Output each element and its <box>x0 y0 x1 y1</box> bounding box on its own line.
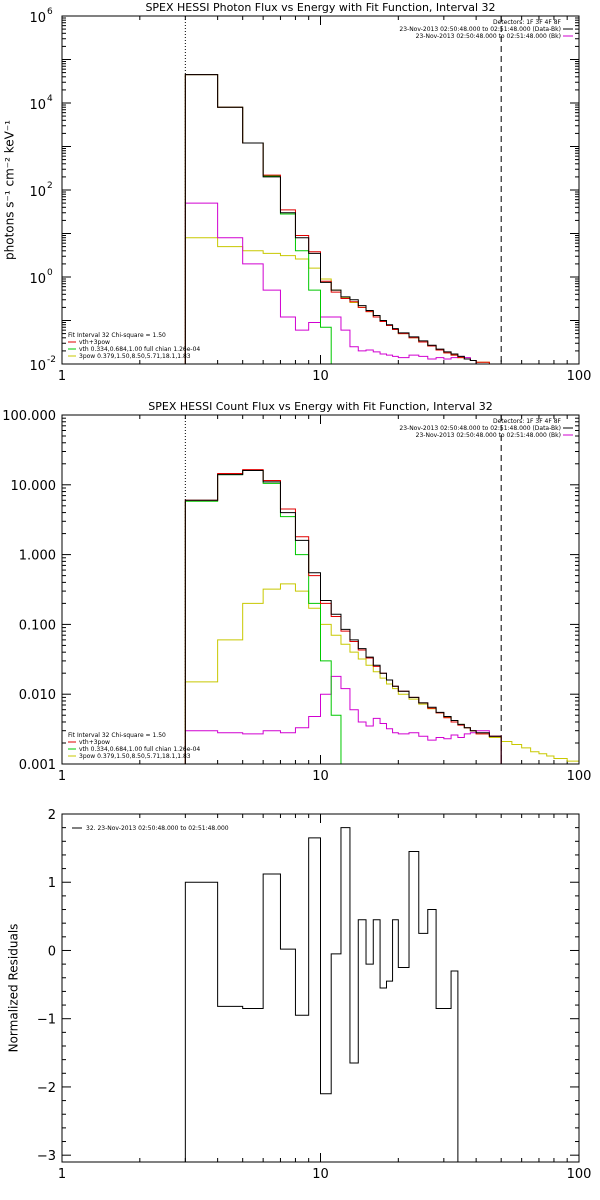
y-tick-label: −1 <box>37 1013 56 1028</box>
legend-text: vth+3pow <box>79 739 110 746</box>
legend-bottom: Fit Interval 32 Chi-square = 1.50vth+3po… <box>68 332 200 360</box>
x-tick-label: 10 <box>312 369 329 384</box>
x-tick-label: 1 <box>58 369 66 384</box>
chart-panel-3: Normalized Residuals 1 10 100 −3 −2 −1 0 1 2 32. 2… <box>7 808 592 1182</box>
y-tick-exponent: -2 <box>47 355 56 365</box>
y-tick-exponent: 6 <box>47 7 53 17</box>
x-tick-label: 100 <box>567 369 592 384</box>
x-axis-ticks <box>61 16 568 364</box>
x-tick-label: 1 <box>58 1167 66 1182</box>
legend-top: 32. 23-Nov-2013 02:50:48.000 to 02:51:48… <box>72 825 229 832</box>
y-tick-label: 10 <box>29 359 46 374</box>
legend-text: Detectors: 1F 3F 4F 8F <box>493 19 562 26</box>
series-group <box>184 469 579 764</box>
y-tick-label: 1.000 <box>19 549 56 564</box>
legend-text: 23-Nov-2013 02:50:48.000 to 02:51:48.000… <box>399 425 561 432</box>
legend-text: vth 0.334,0.684,1.00 full chian 1.26e-04 <box>79 346 200 353</box>
legend-text: 3pow 0.379,1.50,8.50,5.71,18.1,1.83 <box>79 353 191 360</box>
legend-text: Fit Interval 32 Chi-square = 1.50 <box>68 332 166 339</box>
series-residuals-histogram <box>184 827 459 1162</box>
series-3pow-histogram <box>184 583 579 764</box>
y-tick-label: 1 <box>48 876 56 891</box>
y-tick-label: 10 <box>29 185 46 200</box>
y-tick-label: 10 <box>29 11 46 26</box>
y-tick-exponent: 4 <box>47 94 53 104</box>
legend-text: 3pow 0.379,1.50,8.50,5.71,18.1,1.83 <box>79 753 191 760</box>
legend-text: 32. 23-Nov-2013 02:50:48.000 to 02:51:48… <box>86 825 229 832</box>
y-tick-label: −3 <box>37 1149 56 1164</box>
legend-text: 23-Nov-2013 02:50:48.000 to 02:51:48.000… <box>416 432 561 439</box>
y-tick-label: 0.001 <box>19 758 56 773</box>
x-tick-label: 100 <box>567 769 592 784</box>
y-tick-exponent: 0 <box>47 268 53 278</box>
series-vth-3pow-histogram <box>184 74 490 364</box>
y-tick-label: 0 <box>48 944 56 959</box>
x-tick-label: 100 <box>567 1167 592 1182</box>
series-vth-histogram <box>184 74 332 364</box>
series-vth-3pow-histogram <box>184 469 502 764</box>
plot-frame <box>61 15 580 365</box>
legend-text: 23-Nov-2013 02:50:48.000 to 02:51:48.000… <box>416 33 561 40</box>
legend-text: vth 0.334,0.684,1.00 full chian 1.26e-04 <box>79 746 200 753</box>
x-tick-label: 10 <box>312 769 329 784</box>
x-axis-ticks <box>61 814 568 1162</box>
chart-panel-1: SPEX HESSI Photon Flux vs Energy with Fi… <box>3 1 592 384</box>
y-tick-label: 10.000 <box>11 479 57 494</box>
series-group <box>184 827 459 1162</box>
series-data-bk-histogram <box>184 470 502 764</box>
y-axis-label: photons s⁻¹ cm⁻² keV⁻¹ <box>3 120 17 260</box>
y-axis-label: Normalized Residuals <box>7 924 21 1053</box>
series-bk-histogram <box>184 675 502 764</box>
legend-bottom: Fit Interval 32 Chi-square = 1.50vth+3po… <box>68 732 200 760</box>
legend-text: Detectors: 1F 3F 4F 8F <box>493 418 562 425</box>
y-tick-label: 100.000 <box>2 409 56 424</box>
series-data-bk-histogram <box>184 74 477 364</box>
chart-title: SPEX HESSI Count Flux vs Energy with Fit… <box>148 400 492 413</box>
y-tick-label: 2 <box>48 808 56 823</box>
x-axis-ticks <box>61 415 568 764</box>
y-tick-label: 0.100 <box>19 618 56 633</box>
x-tick-label: 1 <box>58 769 66 784</box>
y-tick-label: 0.010 <box>19 688 56 703</box>
y-axis-ticks <box>62 813 579 1156</box>
series-group <box>184 74 502 364</box>
plot-frame <box>61 813 580 1163</box>
chart-panel-2: SPEX HESSI Count Flux vs Energy with Fit… <box>2 400 592 784</box>
legend-text: vth+3pow <box>79 339 110 346</box>
series-vth-histogram <box>184 470 351 764</box>
legend-text: 23-Nov-2013 02:50:48.000 to 02:51:48.000… <box>399 26 561 33</box>
y-tick-label: 10 <box>29 272 46 287</box>
y-tick-exponent: 2 <box>47 181 53 191</box>
plot-frame <box>61 414 580 765</box>
y-tick-label: −2 <box>37 1081 56 1096</box>
y-tick-label: 10 <box>29 98 46 113</box>
legend-text: Fit Interval 32 Chi-square = 1.50 <box>68 732 166 739</box>
series-bk-histogram <box>184 202 477 364</box>
x-tick-label: 10 <box>312 1167 329 1182</box>
y-axis-ticks <box>62 417 579 765</box>
chart-title: SPEX HESSI Photon Flux vs Energy with Fi… <box>145 1 495 14</box>
